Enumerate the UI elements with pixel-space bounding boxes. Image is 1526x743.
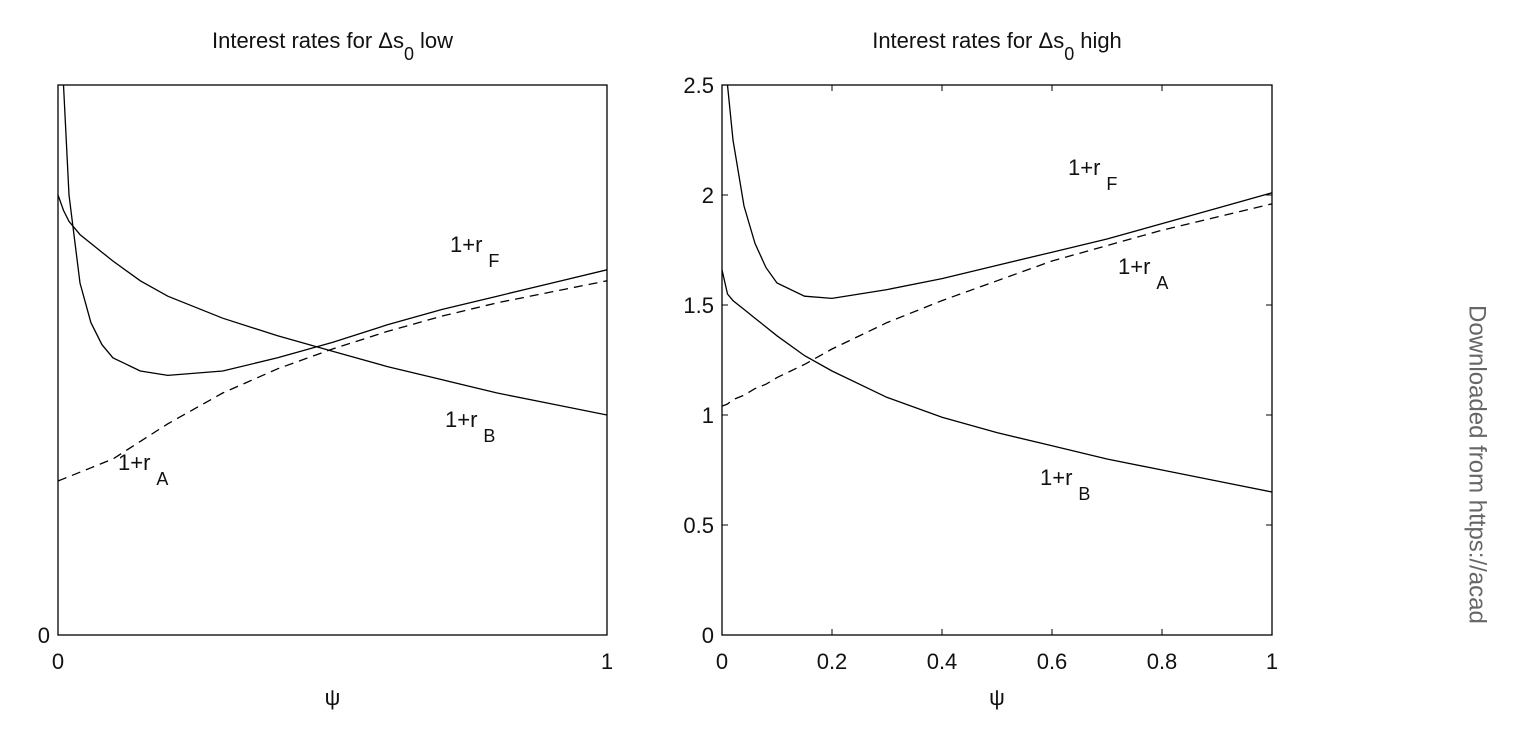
series-name-subscript: F [1106, 174, 1117, 194]
series-line [722, 203, 1272, 407]
series-label: 1+r F [1068, 155, 1117, 194]
title-subscript: 0 [404, 44, 414, 64]
series-line [726, 85, 1272, 300]
chart-title: Interest rates for Δs0 high [872, 28, 1122, 64]
series-label: 1+r F [450, 232, 499, 271]
title-subscript: 0 [1064, 44, 1074, 64]
series-name: 1+r [118, 450, 150, 475]
x-tick-label: 0.8 [1147, 649, 1178, 674]
series-line [58, 194, 607, 416]
series-name-subscript: A [1156, 273, 1168, 293]
x-tick-label: 0 [716, 649, 728, 674]
series-label: 1+r B [1040, 465, 1090, 504]
series-name: 1+r [1118, 254, 1150, 279]
x-tick-label: 1 [1266, 649, 1278, 674]
y-tick-label: 2 [702, 183, 714, 208]
plot-frame [57, 84, 608, 636]
title-text: Interest rates for Δs [212, 28, 404, 53]
series-label: 1+r B [445, 407, 495, 446]
series-label: 1+r A [118, 450, 168, 489]
y-tick-label: 2.5 [683, 73, 714, 98]
x-tick-label: 1 [601, 649, 613, 674]
series-line [62, 85, 607, 377]
y-tick-label: 1 [702, 403, 714, 428]
x-tick-label: 0.2 [817, 649, 848, 674]
series-name-subscript: F [488, 251, 499, 271]
title-text: Interest rates for Δs [872, 28, 1064, 53]
x-axis-label: ψ [325, 685, 341, 710]
y-tick-label: 0.5 [683, 513, 714, 538]
y-tick-label: 1.5 [683, 293, 714, 318]
watermark: Downloaded from https://acad [1464, 305, 1491, 624]
series-name-subscript: B [1078, 484, 1090, 504]
x-axis-label: ψ [989, 685, 1005, 710]
series-label: 1+r A [1118, 254, 1168, 293]
series-line [722, 269, 1272, 493]
series-name: 1+r [1040, 465, 1072, 490]
series-name: 1+r [450, 232, 482, 257]
series-line [58, 280, 607, 482]
title-suffix: low [420, 28, 453, 53]
x-tick-label: 0.6 [1037, 649, 1068, 674]
plot-frame [721, 84, 1273, 636]
chart-title: Interest rates for Δs0 low [212, 28, 453, 64]
series-name-subscript: B [483, 426, 495, 446]
series-name: 1+r [1068, 155, 1100, 180]
series-name-subscript: A [156, 469, 168, 489]
title-suffix: high [1080, 28, 1122, 53]
y-tick-label: 0 [38, 623, 50, 648]
series-name: 1+r [445, 407, 477, 432]
x-tick-label: 0.4 [927, 649, 958, 674]
x-tick-label: 0 [52, 649, 64, 674]
y-tick-label: 0 [702, 623, 714, 648]
